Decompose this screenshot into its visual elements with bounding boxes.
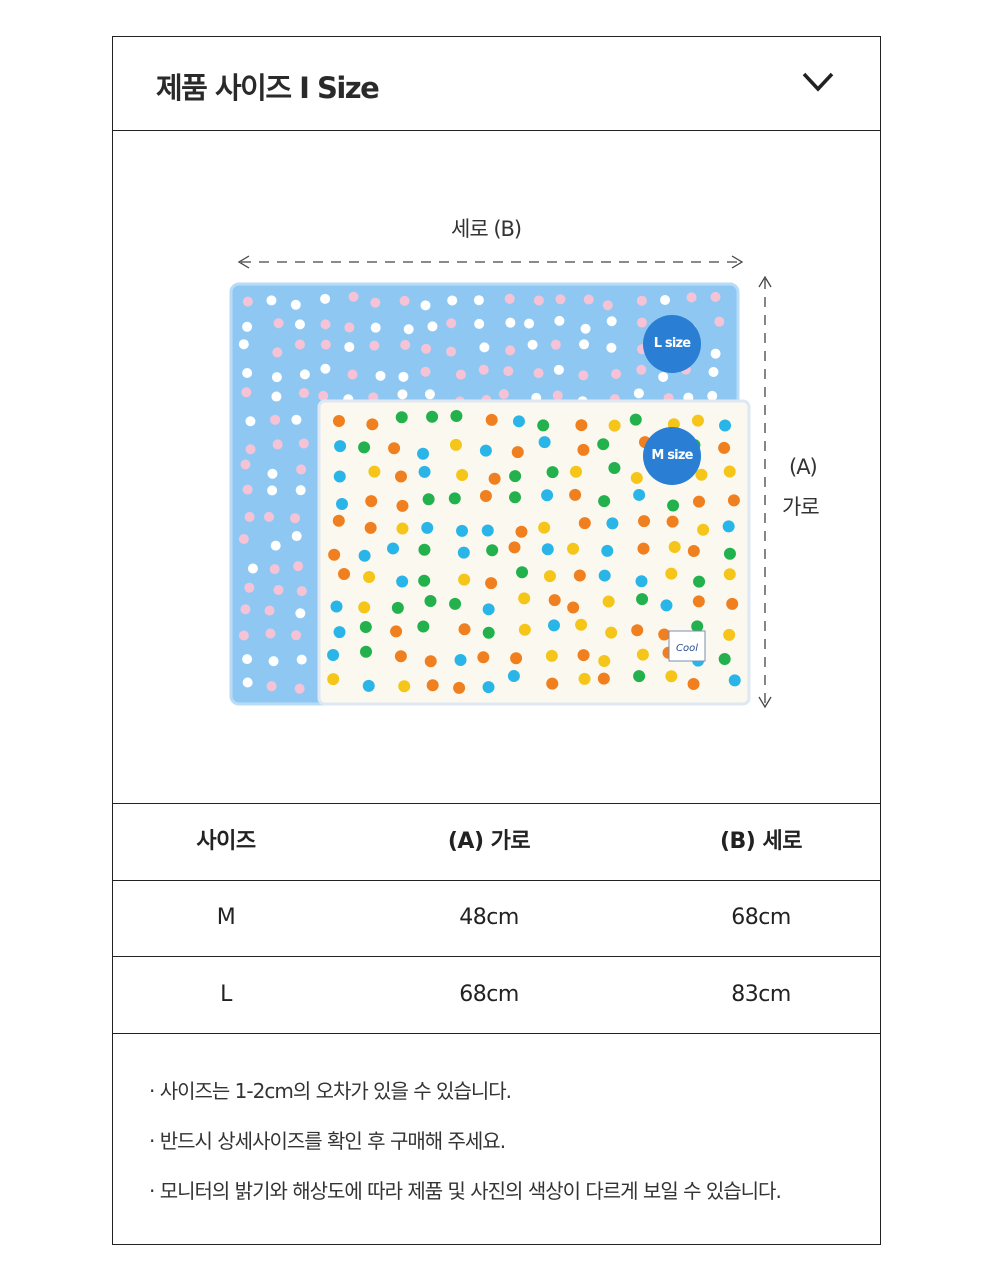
section-title: 제품 사이즈 I Size: [156, 71, 380, 105]
note-item: · 모니터의 밝기와 해상도에 따라 제품 및 사진의 색상이 다르게 보일 수…: [149, 1179, 782, 1203]
header-a: (A) 가로: [447, 829, 531, 854]
notes-list: · 사이즈는 1-2cm의 오차가 있을 수 있습니다. · 반드시 상세사이즈…: [149, 1073, 782, 1223]
note-item: · 사이즈는 1-2cm의 오차가 있을 수 있습니다.: [149, 1079, 512, 1103]
accordion-header[interactable]: 제품 사이즈 I Size: [113, 37, 880, 131]
table-row: M 48cm 68cm: [113, 880, 880, 957]
product-image: Cool: [229, 282, 751, 706]
width-label: 세로 (B): [451, 217, 522, 241]
svg-text:Cool: Cool: [676, 643, 698, 654]
size-cell: M: [216, 905, 236, 930]
header-b: (B) 세로: [719, 829, 803, 854]
chevron-down-icon[interactable]: [801, 69, 835, 95]
height-label-garo: 가로: [782, 495, 820, 519]
a-cell: 48cm: [459, 905, 519, 930]
table-header-row: 사이즈 (A) 가로 (B) 세로: [113, 803, 880, 881]
height-label-a: (A): [789, 455, 818, 479]
size-cell: L: [220, 982, 232, 1007]
header-size: 사이즈: [196, 829, 256, 854]
table-row: L 68cm 83cm: [113, 957, 880, 1034]
b-cell: 83cm: [731, 982, 791, 1007]
a-cell: 68cm: [459, 982, 519, 1007]
note-item: · 반드시 상세사이즈를 확인 후 구매해 주세요.: [149, 1129, 506, 1153]
l-size-badge: L size: [643, 315, 701, 373]
b-cell: 68cm: [731, 905, 791, 930]
m-size-badge: M size: [643, 427, 701, 485]
dimension-arrows: [237, 255, 772, 709]
product-tag: [668, 630, 706, 662]
size-panel: 제품 사이즈 I Size 세로 (B) (A) 가로 Cool L size …: [112, 36, 881, 1245]
size-diagram: 세로 (B) (A) 가로 Cool L size M size: [113, 131, 880, 803]
